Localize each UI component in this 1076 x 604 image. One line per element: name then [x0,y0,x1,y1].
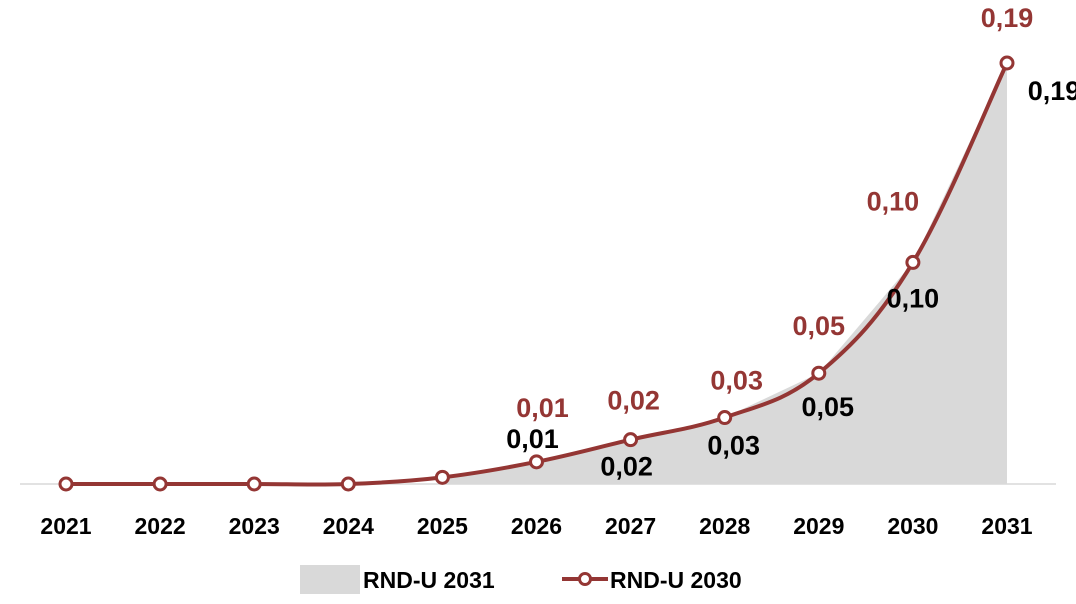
x-tick-label-2028: 2028 [699,513,750,539]
line-point-2025 [434,469,450,485]
data-label-rnd-u-2031-2027: 0,02 [600,452,653,482]
line-layer [58,55,1015,492]
line-point-2022 [152,476,168,492]
x-tick-label-2026: 2026 [511,513,562,539]
x-tick-label-2023: 2023 [229,513,280,539]
line-point-2026 [529,454,544,470]
line-point-2030 [905,254,921,270]
line-point-2023 [246,476,262,492]
data-label-rnd-u-2031-2028: 0,03 [707,431,760,461]
x-tick-label-2022: 2022 [135,513,186,539]
legend-swatch-area [300,565,360,594]
line-series-rnd-u-2030 [65,62,1009,487]
data-label-rnd-u-2030-2030: 0,10 [867,186,920,216]
legend-marker [578,572,592,586]
data-label-layer: 0,01 0,02 0,03 0,05 0,10 0,19 0,01 0,02 0,03 0,05… [506,3,1076,482]
line-point-2028 [717,410,733,426]
area-series-rnd-u-2031 [442,63,1007,484]
x-tick-label-2021: 2021 [40,513,91,539]
data-label-rnd-u-2030-2027: 0,02 [607,386,660,416]
data-label-rnd-u-2031-2031: 0,19 [1028,76,1076,106]
x-tick-label-2031: 2031 [981,513,1032,539]
line-point-2021 [58,476,74,492]
line-point-2031 [999,55,1015,71]
line-point-2029 [811,365,827,381]
line-point-2027 [623,432,639,448]
data-label-rnd-u-2031-2030: 0,10 [887,283,940,313]
x-tick-label-2027: 2027 [605,513,656,539]
data-label-rnd-u-2030-2031: 0,19 [981,3,1034,33]
data-label-rnd-u-2030-2026: 0,01 [516,393,569,423]
legend: RND-U 2031 RND-U 2030 [300,565,742,594]
data-label-rnd-u-2031-2026: 0,01 [506,424,559,454]
legend-label-line: RND-U 2030 [610,567,742,593]
legend-label-area: RND-U 2031 [363,567,495,593]
x-tick-label-2025: 2025 [417,513,468,539]
data-label-rnd-u-2030-2028: 0,03 [710,366,763,396]
x-tick-label-2030: 2030 [887,513,938,539]
line-point-2024 [340,476,356,492]
area-layer [442,63,1007,484]
x-tick-label-2029: 2029 [793,513,844,539]
x-tick-layer: 2021 2022 2023 2024 2025 2026 2027 2028 2029 2030… [40,513,1032,539]
x-tick-label-2024: 2024 [323,513,374,539]
data-label-rnd-u-2030-2029: 0,05 [793,311,846,341]
data-label-rnd-u-2031-2029: 0,05 [802,392,855,422]
